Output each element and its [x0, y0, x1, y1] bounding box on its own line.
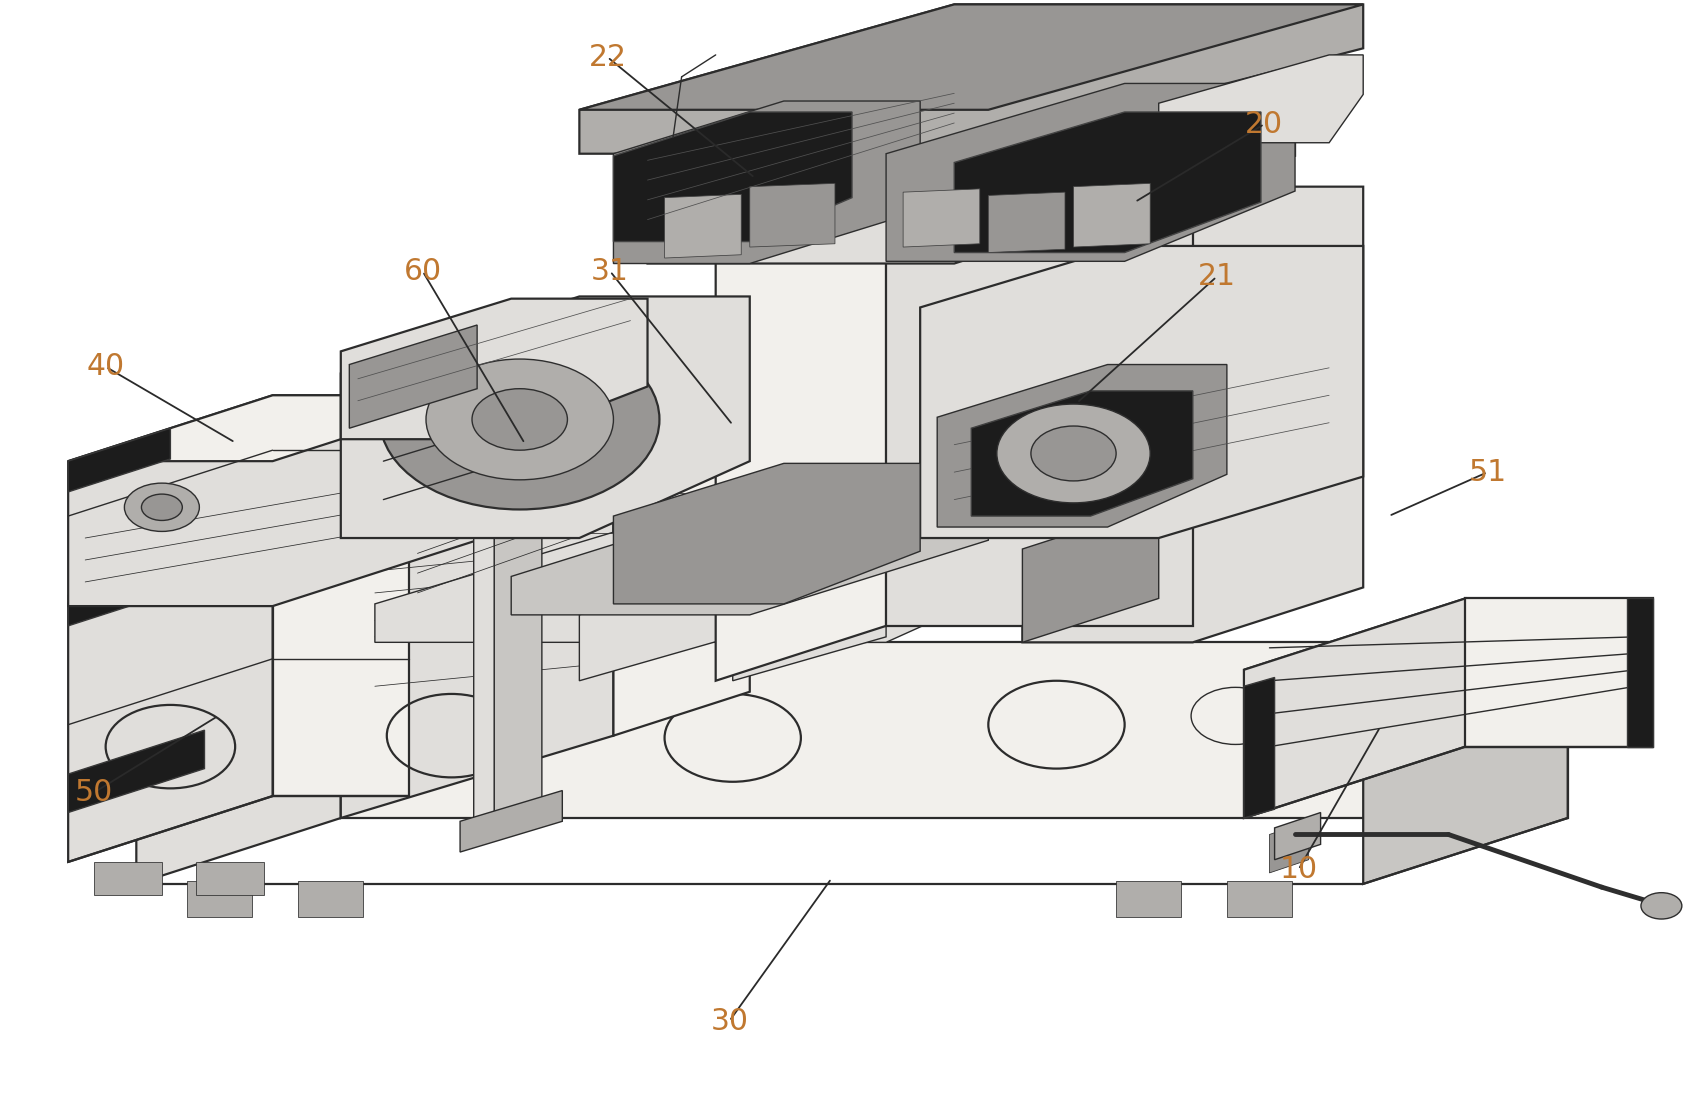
- Polygon shape: [665, 194, 741, 258]
- Polygon shape: [716, 154, 1193, 209]
- Polygon shape: [1159, 55, 1363, 143]
- Polygon shape: [1627, 598, 1653, 747]
- Polygon shape: [341, 296, 750, 538]
- Text: 60: 60: [404, 257, 441, 285]
- Polygon shape: [94, 862, 162, 895]
- Polygon shape: [579, 4, 1363, 154]
- Polygon shape: [68, 538, 273, 862]
- Polygon shape: [613, 101, 920, 264]
- Polygon shape: [750, 423, 1022, 659]
- Polygon shape: [613, 379, 1022, 423]
- Polygon shape: [988, 192, 1065, 253]
- Polygon shape: [733, 571, 886, 681]
- Polygon shape: [1244, 677, 1275, 818]
- Polygon shape: [68, 428, 170, 492]
- Polygon shape: [1244, 598, 1465, 818]
- Circle shape: [997, 404, 1150, 503]
- Text: 31: 31: [591, 257, 629, 285]
- Polygon shape: [937, 365, 1227, 527]
- Polygon shape: [196, 862, 264, 895]
- Polygon shape: [1022, 187, 1363, 642]
- Polygon shape: [298, 881, 363, 917]
- Polygon shape: [474, 527, 494, 826]
- Polygon shape: [341, 423, 1022, 505]
- Polygon shape: [1275, 813, 1321, 860]
- Polygon shape: [1022, 505, 1159, 642]
- Polygon shape: [349, 325, 477, 428]
- Polygon shape: [613, 456, 886, 615]
- Polygon shape: [971, 391, 1193, 516]
- Polygon shape: [341, 423, 613, 818]
- Polygon shape: [954, 112, 1261, 253]
- Polygon shape: [920, 246, 1363, 538]
- Text: 40: 40: [87, 352, 124, 381]
- Text: 30: 30: [711, 1007, 748, 1035]
- Polygon shape: [511, 502, 988, 615]
- Polygon shape: [1116, 881, 1181, 917]
- Polygon shape: [1074, 183, 1150, 247]
- Polygon shape: [1227, 881, 1292, 917]
- Polygon shape: [613, 463, 920, 604]
- Polygon shape: [1465, 598, 1653, 747]
- Polygon shape: [68, 538, 409, 604]
- Circle shape: [426, 359, 613, 480]
- Polygon shape: [273, 538, 409, 796]
- Polygon shape: [1363, 642, 1568, 884]
- Circle shape: [472, 389, 567, 450]
- Text: 21: 21: [1198, 262, 1235, 291]
- Circle shape: [380, 329, 659, 509]
- Text: 10: 10: [1280, 855, 1317, 884]
- Polygon shape: [1244, 598, 1653, 670]
- Polygon shape: [750, 183, 835, 247]
- Text: 50: 50: [75, 778, 112, 807]
- Polygon shape: [494, 512, 542, 818]
- Polygon shape: [886, 83, 1295, 261]
- Polygon shape: [579, 4, 1363, 110]
- Polygon shape: [187, 881, 252, 917]
- Text: 22: 22: [588, 43, 627, 71]
- Circle shape: [1031, 426, 1116, 481]
- Polygon shape: [886, 154, 1193, 626]
- Polygon shape: [648, 35, 1295, 264]
- Text: 51: 51: [1469, 458, 1506, 486]
- Polygon shape: [136, 642, 341, 884]
- Polygon shape: [68, 395, 477, 461]
- Polygon shape: [68, 551, 204, 626]
- Polygon shape: [341, 642, 1568, 818]
- Circle shape: [141, 494, 182, 520]
- Polygon shape: [375, 450, 1227, 642]
- Polygon shape: [68, 730, 204, 813]
- Polygon shape: [613, 112, 852, 242]
- Circle shape: [1641, 893, 1682, 919]
- Polygon shape: [460, 791, 562, 852]
- Polygon shape: [579, 571, 733, 681]
- Text: 20: 20: [1246, 110, 1283, 138]
- Polygon shape: [341, 299, 648, 439]
- Polygon shape: [613, 379, 750, 736]
- Polygon shape: [716, 154, 886, 681]
- Polygon shape: [1269, 821, 1309, 873]
- Polygon shape: [903, 189, 980, 247]
- Circle shape: [124, 483, 199, 531]
- Polygon shape: [68, 395, 477, 606]
- Polygon shape: [648, 35, 1295, 143]
- Polygon shape: [136, 642, 1568, 708]
